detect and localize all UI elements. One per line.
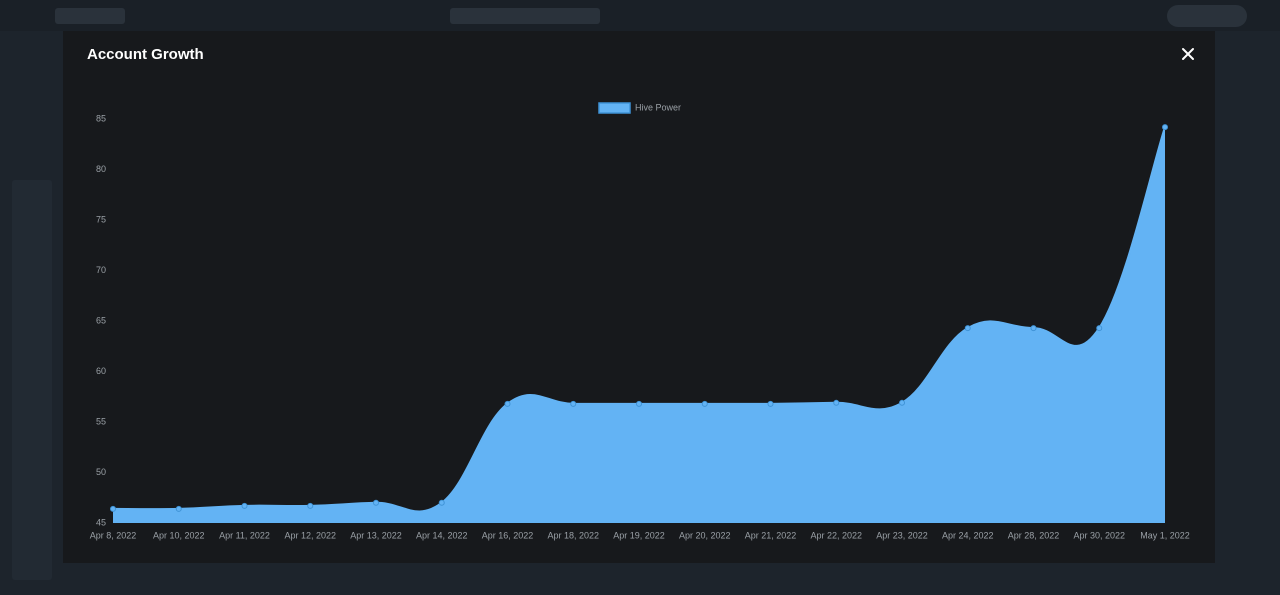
point <box>899 399 905 406</box>
x-tick-label: Apr 19, 2022 <box>613 530 665 540</box>
y-tick-label: 75 <box>96 214 106 224</box>
point <box>964 325 971 332</box>
x-tick-label: Apr 20, 2022 <box>679 530 731 540</box>
x-tick-label: Apr 10, 2022 <box>153 530 205 540</box>
point <box>307 502 314 509</box>
close-button[interactable] <box>1179 45 1197 63</box>
point <box>767 400 774 407</box>
x-tick-label: Apr 11, 2022 <box>219 530 270 540</box>
point <box>1030 325 1037 332</box>
point <box>110 505 116 512</box>
x-tick-label: Apr 8, 2022 <box>90 530 137 540</box>
logo <box>55 8 125 24</box>
x-tick-label: Apr 13, 2022 <box>350 530 402 540</box>
search-box <box>450 8 600 24</box>
x-tick-label: May 1, 2022 <box>1140 530 1190 540</box>
y-tick-label: 80 <box>96 164 106 174</box>
nav-bar <box>0 0 1280 31</box>
modal-title: Account Growth <box>87 46 204 63</box>
x-tick-label: Apr 28, 2022 <box>1008 530 1060 540</box>
x-tick-label: Apr 21, 2022 <box>745 530 797 540</box>
point <box>241 502 248 509</box>
y-tick-label: 70 <box>96 265 106 275</box>
point <box>504 400 511 407</box>
legend-label: Hive Power <box>635 102 681 112</box>
y-tick-label: 50 <box>96 467 106 477</box>
y-tick-label: 55 <box>96 416 106 426</box>
x-tick-label: Apr 23, 2022 <box>876 530 928 540</box>
x-tick-label: Apr 18, 2022 <box>547 530 599 540</box>
sidebar <box>12 180 52 580</box>
y-tick-label: 65 <box>96 315 106 325</box>
user-menu <box>1167 5 1247 27</box>
legend-swatch <box>598 102 631 114</box>
x-tick-label: Apr 14, 2022 <box>416 530 468 540</box>
point <box>373 499 379 506</box>
x-tick-label: Apr 22, 2022 <box>810 530 862 540</box>
point <box>1096 325 1103 332</box>
point <box>701 400 708 407</box>
point <box>636 400 642 407</box>
y-tick-label: 60 <box>96 366 106 376</box>
point <box>438 499 445 506</box>
area <box>113 127 1165 523</box>
point <box>833 399 840 406</box>
x-tick-label: Apr 16, 2022 <box>482 530 534 540</box>
point <box>1162 124 1168 131</box>
y-tick-label: 45 <box>96 517 106 527</box>
x-tick-label: Apr 24, 2022 <box>942 530 994 540</box>
x-tick-label: Apr 30, 2022 <box>1073 530 1125 540</box>
y-tick-label: 85 <box>96 113 106 123</box>
point <box>175 505 182 512</box>
point <box>570 400 577 407</box>
x-tick-label: Apr 12, 2022 <box>284 530 336 540</box>
